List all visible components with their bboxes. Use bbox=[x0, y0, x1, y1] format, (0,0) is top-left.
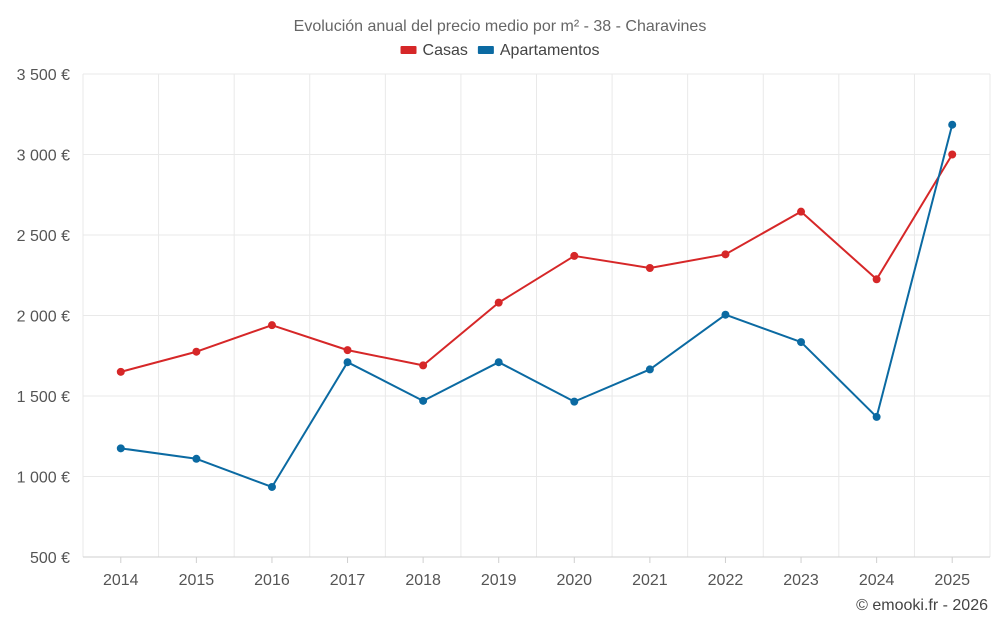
x-tick-label: 2020 bbox=[556, 572, 592, 589]
series-apartamentos bbox=[116, 120, 957, 491]
data-point-casas[interactable] bbox=[343, 346, 352, 355]
legend-item-apartamentos[interactable]: Apartamentos bbox=[477, 42, 600, 59]
x-axis: 2014 2015 2016 2017 2018 2019 2020 2021 2022 2023… bbox=[83, 556, 990, 589]
y-tick-label: 3 500 € bbox=[17, 67, 70, 84]
data-point-casas[interactable] bbox=[570, 251, 579, 260]
x-tick-label: 2024 bbox=[859, 572, 895, 589]
y-tick-label: 2 500 € bbox=[17, 228, 70, 245]
y-tick-label: 1 000 € bbox=[17, 470, 70, 487]
chart-title: Evolución anual del precio medio por m² … bbox=[294, 18, 707, 35]
legend-swatch bbox=[477, 46, 494, 54]
x-tick-label: 2015 bbox=[179, 572, 215, 589]
x-tick-label: 2017 bbox=[330, 572, 366, 589]
data-point-casas[interactable] bbox=[192, 347, 201, 356]
x-tick-label: 2022 bbox=[708, 572, 744, 589]
credit-text: © emooki.fr - 2026 bbox=[856, 597, 988, 614]
y-axis: 500 € 1 000 € 1 500 € 2 000 € 2 500 € 3 000 €… bbox=[17, 67, 70, 567]
legend-item-casas[interactable]: Casas bbox=[400, 42, 468, 59]
data-point-casas[interactable] bbox=[797, 207, 806, 216]
y-tick-label: 1 500 € bbox=[17, 389, 70, 406]
data-point-casas[interactable] bbox=[419, 361, 428, 370]
x-tick-label: 2023 bbox=[783, 572, 819, 589]
data-point-casas[interactable] bbox=[721, 250, 730, 259]
legend-swatch bbox=[400, 46, 417, 54]
x-tick-label: 2014 bbox=[103, 572, 139, 589]
series-group bbox=[116, 120, 957, 491]
y-tick-label: 500 € bbox=[30, 550, 70, 567]
data-point-apartamentos[interactable] bbox=[494, 358, 503, 367]
data-point-apartamentos[interactable] bbox=[343, 358, 352, 367]
data-point-apartamentos[interactable] bbox=[645, 365, 654, 374]
x-tick-label: 2021 bbox=[632, 572, 668, 589]
legend: Casas Apartamentos bbox=[400, 42, 600, 59]
data-point-apartamentos[interactable] bbox=[797, 338, 806, 347]
series-line-casas bbox=[120, 153, 954, 373]
data-point-casas[interactable] bbox=[872, 275, 881, 284]
data-point-apartamentos[interactable] bbox=[570, 397, 579, 406]
x-tick-label: 2018 bbox=[405, 572, 441, 589]
x-tick-label: 2025 bbox=[934, 572, 970, 589]
grid bbox=[82, 73, 991, 557]
data-point-casas[interactable] bbox=[645, 264, 654, 273]
data-point-apartamentos[interactable] bbox=[872, 412, 881, 421]
data-point-casas[interactable] bbox=[116, 367, 125, 376]
series-line-apartamentos bbox=[120, 124, 954, 488]
data-point-apartamentos[interactable] bbox=[267, 482, 276, 491]
series-casas bbox=[116, 150, 957, 376]
x-tick-label: 2016 bbox=[254, 572, 290, 589]
data-point-apartamentos[interactable] bbox=[192, 454, 201, 463]
data-point-apartamentos[interactable] bbox=[948, 120, 957, 129]
y-tick-label: 3 000 € bbox=[17, 148, 70, 165]
data-point-apartamentos[interactable] bbox=[116, 444, 125, 453]
data-point-casas[interactable] bbox=[267, 321, 276, 330]
y-tick-label: 2 000 € bbox=[17, 309, 70, 326]
legend-label: Apartamentos bbox=[500, 42, 600, 59]
x-tick-label: 2019 bbox=[481, 572, 517, 589]
data-point-apartamentos[interactable] bbox=[419, 396, 428, 405]
data-point-casas[interactable] bbox=[494, 298, 503, 307]
legend-label: Casas bbox=[423, 42, 468, 59]
data-point-apartamentos[interactable] bbox=[721, 310, 730, 319]
data-point-casas[interactable] bbox=[948, 150, 957, 159]
